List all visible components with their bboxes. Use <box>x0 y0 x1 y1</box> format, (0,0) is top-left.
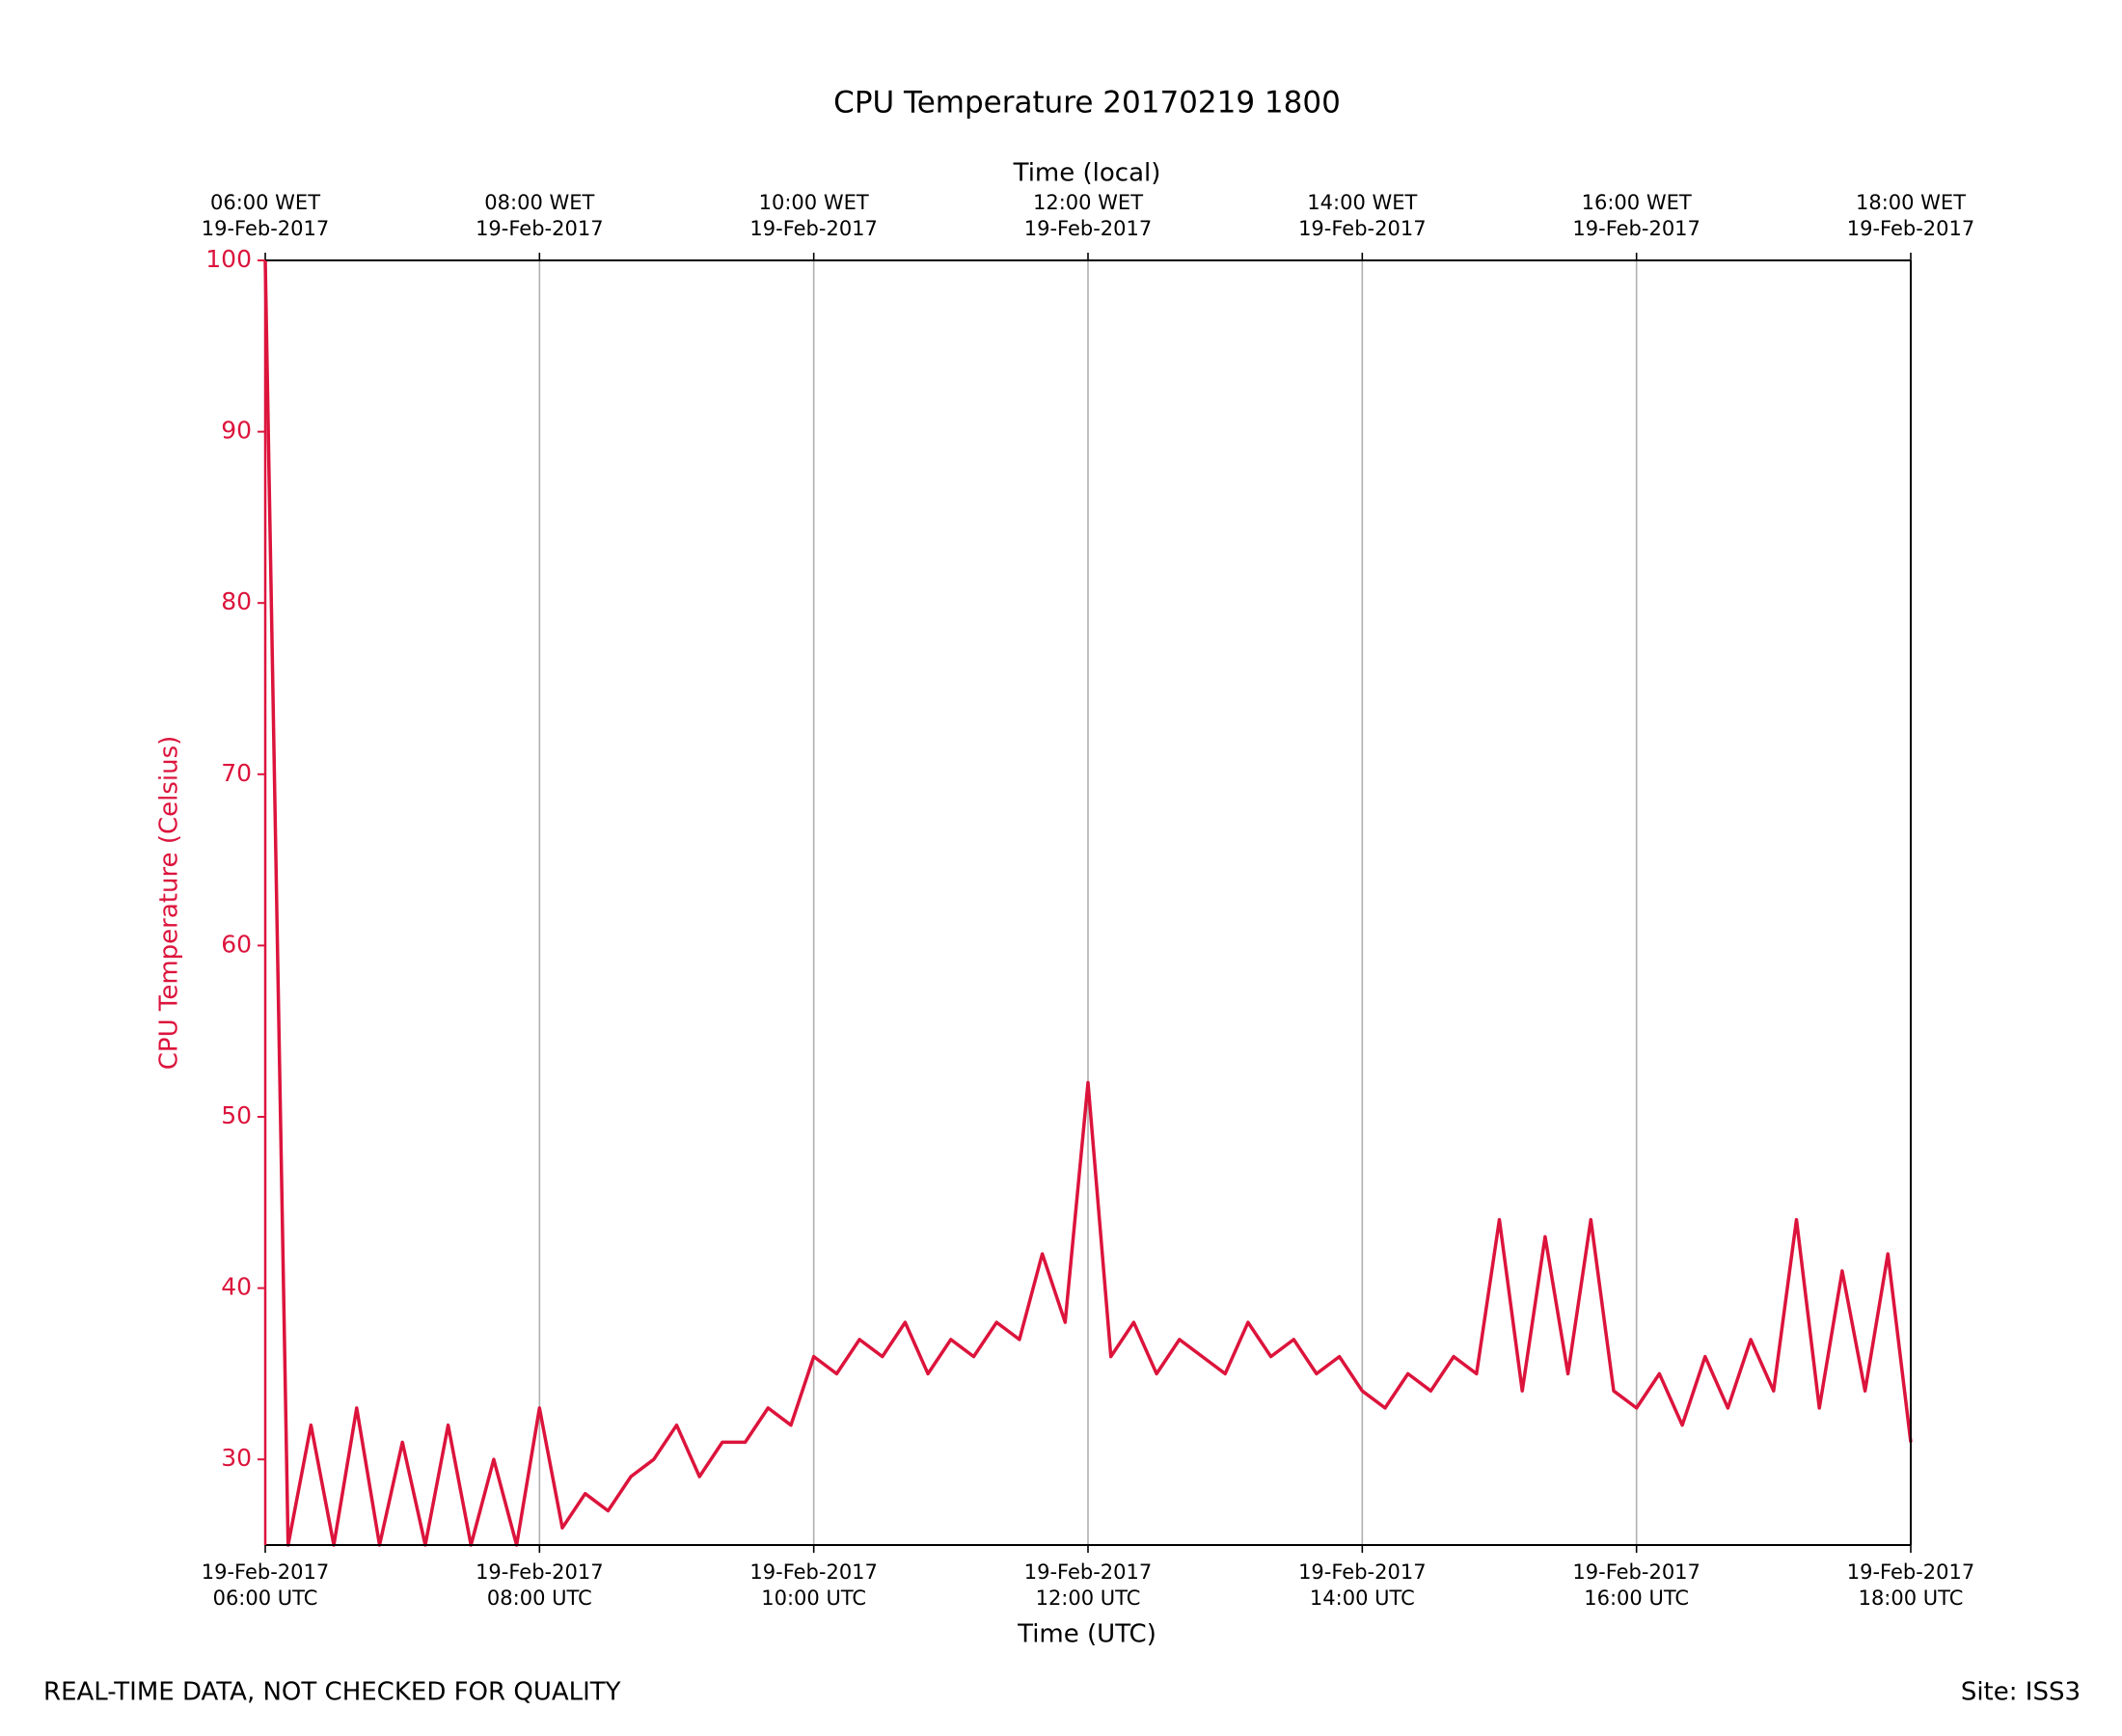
x-tick-label: 18:00 UTC <box>1859 1587 1964 1610</box>
x-tick-label: 19-Feb-2017 <box>1024 1560 1153 1584</box>
y-tick-label: 70 <box>221 759 252 787</box>
data-line <box>263 259 1913 1547</box>
x2-tick-label: 19-Feb-2017 <box>749 217 878 240</box>
y-tick-label: 30 <box>221 1444 252 1472</box>
x2-tick-label: 19-Feb-2017 <box>1847 217 1975 240</box>
x2-tick-label: 19-Feb-2017 <box>476 217 604 240</box>
x-axis-label: Time (UTC) <box>1017 1620 1156 1649</box>
x2-tick-label: 10:00 WET <box>759 191 869 214</box>
x2-tick-label: 16:00 WET <box>1582 191 1692 214</box>
x-tick-label: 08:00 UTC <box>487 1587 592 1610</box>
x2-tick-label: 19-Feb-2017 <box>1298 217 1427 240</box>
x2-tick-label: 06:00 WET <box>210 191 320 214</box>
x2-tick-label: 14:00 WET <box>1307 191 1417 214</box>
footnote: REAL-TIME DATA, NOT CHECKED FOR QUALITY <box>43 1678 621 1707</box>
chart-title: CPU Temperature 20170219 1800 <box>833 86 1341 121</box>
x-tick-label: 19-Feb-2017 <box>749 1560 878 1584</box>
x2-tick-label: 19-Feb-2017 <box>1572 217 1700 240</box>
x-tick-label: 10:00 UTC <box>761 1587 866 1610</box>
y-tick-label: 100 <box>205 245 252 273</box>
x-tick-label: 19-Feb-2017 <box>1298 1560 1427 1584</box>
x-tick-label: 16:00 UTC <box>1584 1587 1689 1610</box>
x-tick-label: 19-Feb-2017 <box>1572 1560 1700 1584</box>
y-tick-label: 50 <box>221 1101 252 1129</box>
x-tick-label: 12:00 UTC <box>1036 1587 1141 1610</box>
x2-axis-label: Time (local) <box>1013 159 1161 188</box>
x2-tick-label: 19-Feb-2017 <box>202 217 330 240</box>
y-tick-label: 90 <box>221 417 252 445</box>
x2-tick-label: 19-Feb-2017 <box>1024 217 1153 240</box>
x2-tick-label: 08:00 WET <box>484 191 594 214</box>
x-tick-label: 19-Feb-2017 <box>476 1560 604 1584</box>
x2-tick-label: 18:00 WET <box>1856 191 1966 214</box>
y-tick-label: 40 <box>221 1273 252 1301</box>
y-tick-label: 60 <box>221 930 252 958</box>
site-label: Site: ISS3 <box>1961 1678 2081 1707</box>
x-tick-label: 19-Feb-2017 <box>202 1560 330 1584</box>
y-tick-label: 80 <box>221 587 252 615</box>
y-axis-label: CPU Temperature (Celsius) <box>155 736 184 1071</box>
x-tick-label: 14:00 UTC <box>1310 1587 1415 1610</box>
x-tick-label: 19-Feb-2017 <box>1847 1560 1975 1584</box>
x-tick-label: 06:00 UTC <box>213 1587 318 1610</box>
x2-tick-label: 12:00 WET <box>1033 191 1143 214</box>
